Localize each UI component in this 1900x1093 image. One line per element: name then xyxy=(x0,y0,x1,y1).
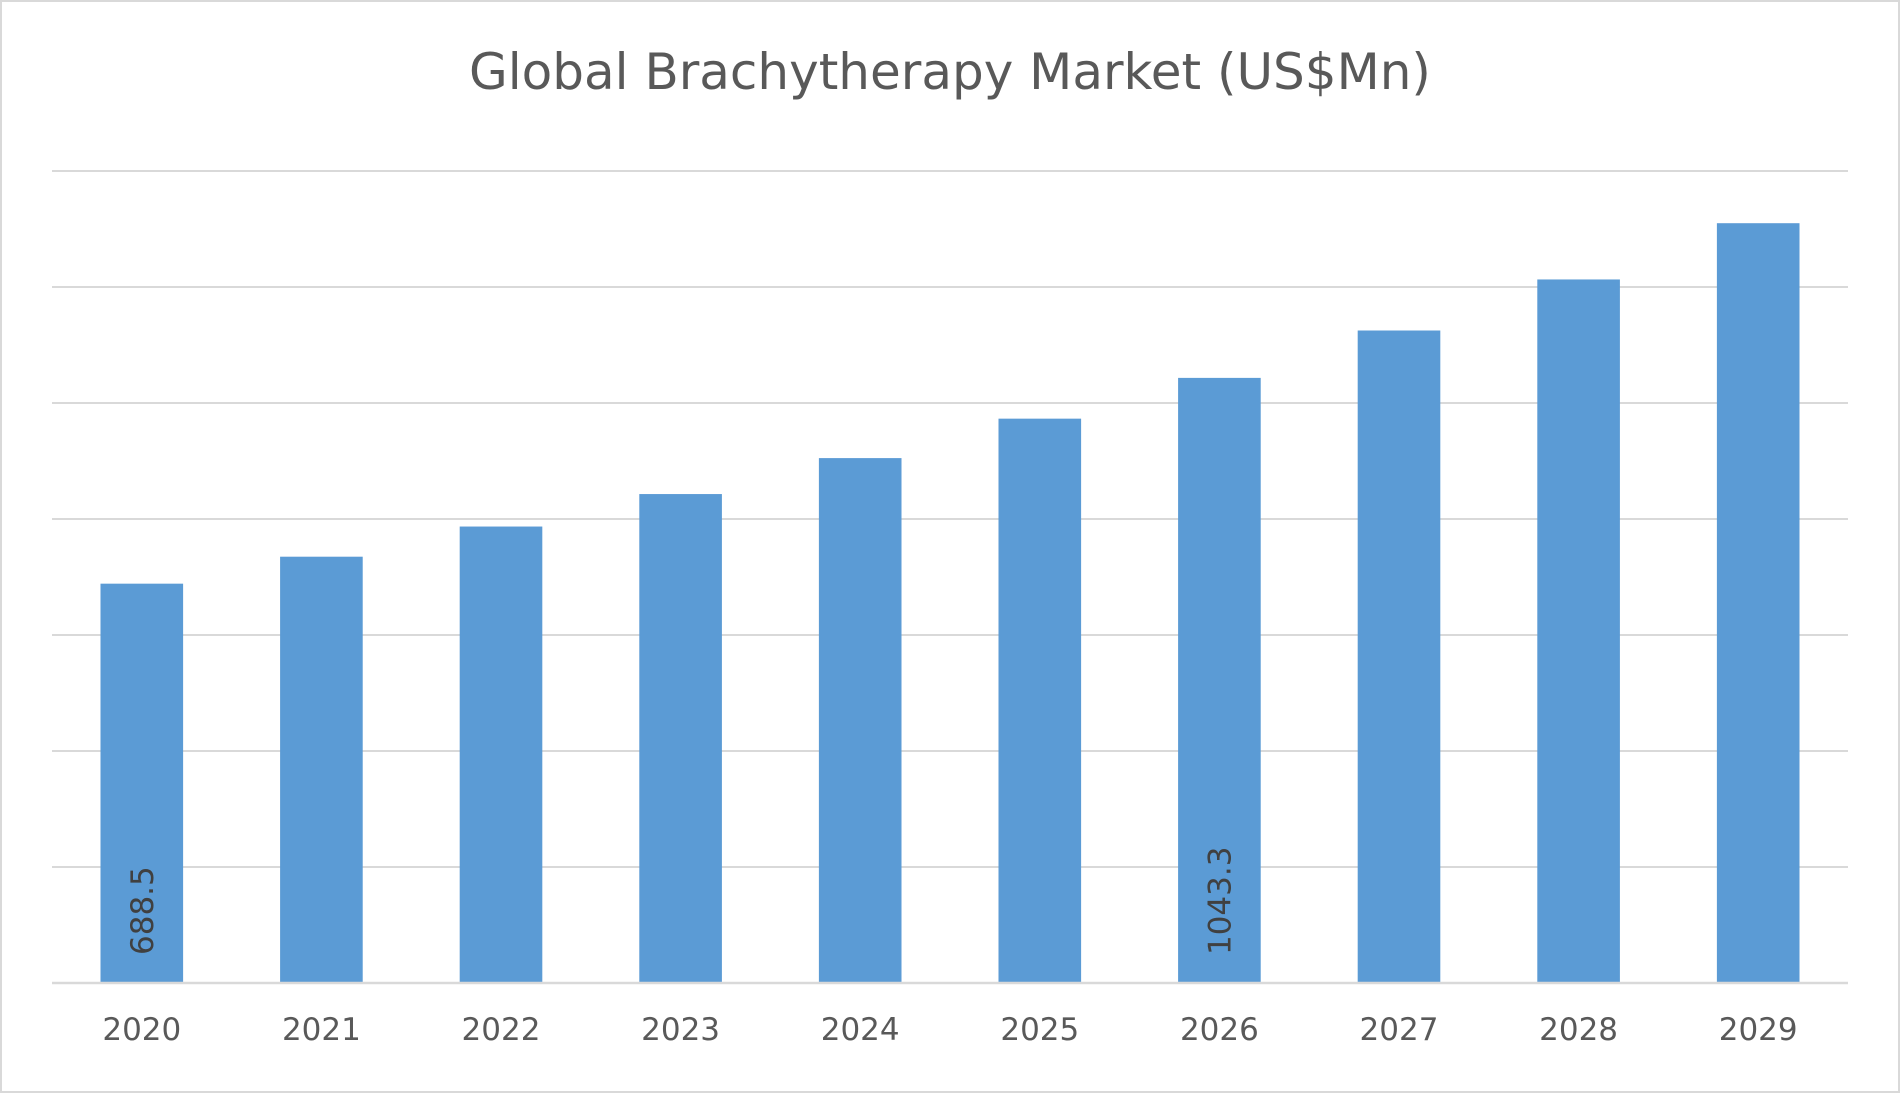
x-tick-label: 2020 xyxy=(102,1012,181,1048)
bar-2029 xyxy=(1716,223,1800,983)
bar-2021 xyxy=(280,556,363,983)
bar-2023 xyxy=(639,494,722,983)
x-tick-label: 2027 xyxy=(1360,1012,1439,1048)
x-tick-label: 2029 xyxy=(1719,1012,1798,1048)
data-label: 688.5 xyxy=(125,866,161,955)
x-tick-label: 2021 xyxy=(282,1012,361,1048)
x-tick-label: 2023 xyxy=(641,1012,720,1048)
chart-title: Global Brachytherapy Market (US$Mn) xyxy=(469,43,1431,101)
bar-2025 xyxy=(998,418,1082,983)
bar-2022 xyxy=(459,526,543,983)
bar-2024 xyxy=(818,458,902,984)
x-tick-label: 2025 xyxy=(1000,1012,1079,1048)
x-tick-label: 2022 xyxy=(462,1012,541,1048)
x-tick-label: 2024 xyxy=(821,1012,900,1048)
bar-2027 xyxy=(1357,330,1441,983)
data-label: 1043.3 xyxy=(1202,847,1238,955)
x-tick-label: 2028 xyxy=(1539,1012,1618,1048)
bar-2026 xyxy=(1178,377,1261,983)
bar-2020 xyxy=(100,583,184,983)
bar-2028 xyxy=(1537,279,1620,984)
x-tick-label: 2026 xyxy=(1180,1012,1259,1048)
